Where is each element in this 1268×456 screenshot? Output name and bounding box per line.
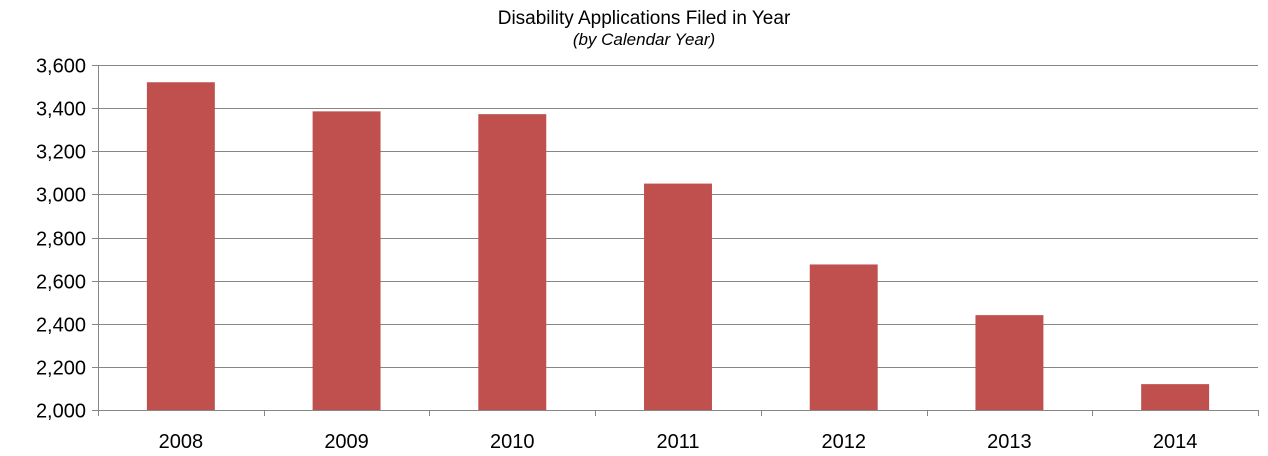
bars (146, 82, 1210, 410)
y-tick-label: 2,400 (36, 315, 86, 337)
y-tick-label: 3,400 (36, 99, 86, 121)
chart-title-block: Disability Applications Filed in Year (b… (0, 8, 1268, 50)
chart-subtitle: (by Calendar Year) (572, 30, 716, 49)
x-tick-label: 2012 (821, 431, 866, 453)
bar-2009 (312, 111, 381, 410)
y-tick-label: 2,600 (36, 272, 86, 294)
x-tick-label: 2008 (159, 431, 204, 453)
axes (92, 65, 1259, 416)
y-tick-label: 2,000 (36, 401, 86, 423)
gridlines (98, 65, 1258, 368)
y-tick-label: 3,600 (36, 56, 86, 78)
y-tick-label: 3,200 (36, 142, 86, 164)
chart-title: Disability Applications Filed in Year (497, 8, 791, 29)
x-tick-label: 2011 (656, 431, 699, 453)
x-tick-label: 2009 (324, 431, 369, 453)
bar-2014 (1141, 384, 1210, 410)
bar-2008 (146, 82, 215, 410)
bar-2011 (644, 183, 712, 410)
bar-2013 (975, 315, 1044, 410)
bar-2010 (478, 114, 547, 410)
x-tick-label: 2014 (1153, 431, 1198, 453)
x-tick-label: 2010 (490, 431, 535, 453)
y-tick-label: 2,800 (36, 229, 86, 251)
y-tick-label: 3,000 (36, 185, 86, 207)
tick-labels: 2,000 2,200 2,400 2,600 2,800 3,000 3,200 3,400… (36, 56, 1197, 454)
y-tick-label: 2,200 (36, 358, 86, 380)
bar-2012 (809, 264, 878, 410)
x-tick-label: 2013 (987, 431, 1032, 453)
